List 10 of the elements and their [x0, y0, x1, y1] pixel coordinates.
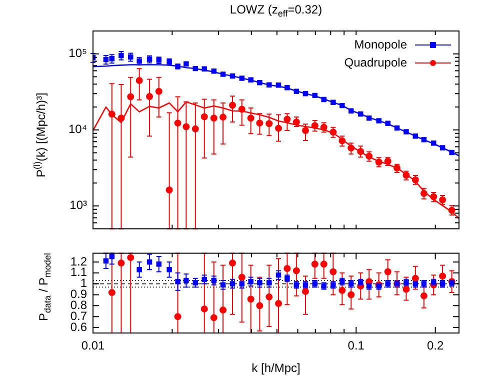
x-axis-title: k [h/Mpc]	[252, 361, 300, 375]
x-tick-label: 0.2	[427, 338, 444, 353]
legend-label: Quadrupole	[344, 55, 408, 70]
x-tick-label: 0.01	[81, 338, 105, 353]
y-tick-label: 10³	[70, 198, 88, 212]
legend-label: Monopole	[354, 37, 408, 52]
chart-title: LOWZ (z$_{eff}$=0.32)	[230, 2, 322, 19]
y-tick-label: 10⁵	[68, 46, 88, 60]
x-tick-label: 0.1	[348, 338, 365, 353]
y-tick-label: 10⁴	[68, 122, 87, 136]
